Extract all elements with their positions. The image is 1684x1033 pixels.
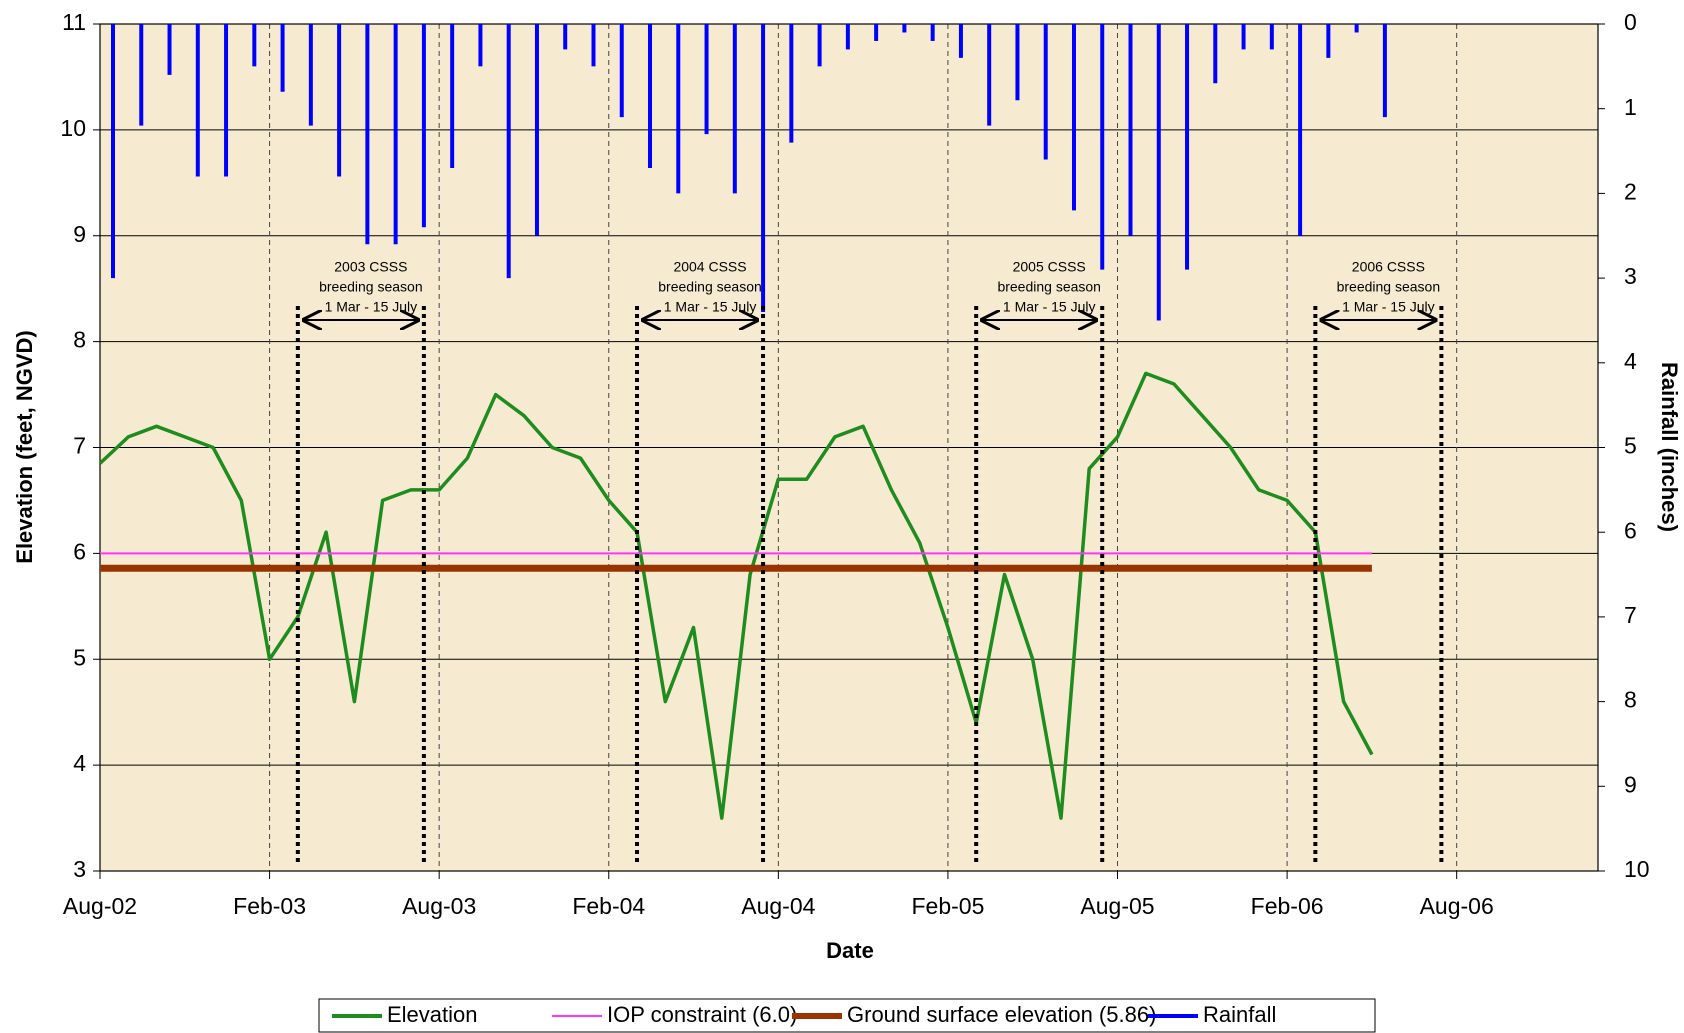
annotation-text: 1 Mar - 15 July	[1342, 299, 1435, 315]
y-tick-label: 11	[62, 9, 86, 35]
series-line	[98, 371, 1374, 820]
x-tick-label: Aug-04	[741, 893, 815, 919]
x-tick-label: Feb-05	[911, 893, 984, 919]
y2-tick-label: 4	[1624, 348, 1637, 374]
legend-label: IOP constraint (6.0)	[607, 1002, 797, 1027]
annotation-text: 1 Mar - 15 July	[1003, 299, 1096, 315]
x-tick-label: Aug-06	[1420, 893, 1494, 919]
annotation-text: 1 Mar - 15 July	[325, 299, 418, 315]
y2-axis-label: Rainfall (inches)	[1657, 362, 1682, 532]
legend-label: Ground surface elevation (5.86)	[847, 1002, 1156, 1027]
y2-tick-label: 8	[1624, 687, 1637, 713]
annotation-text: breeding season	[1337, 279, 1441, 295]
y2-tick-label: 2	[1624, 178, 1637, 204]
y2-tick-label: 9	[1624, 771, 1637, 797]
y2-tick-label: 5	[1624, 433, 1637, 459]
y-tick-label: 10	[60, 115, 86, 141]
y2-tick-label: 3	[1624, 263, 1637, 289]
y-tick-label: 9	[73, 221, 86, 247]
x-tick-label: Feb-04	[572, 893, 645, 919]
y2-tick-label: 10	[1624, 856, 1650, 882]
legend-label: Elevation	[387, 1002, 478, 1027]
legend-label: Rainfall	[1203, 1002, 1276, 1027]
x-tick-label: Aug-05	[1080, 893, 1154, 919]
legend-box	[318, 998, 1376, 1033]
x-axis-label: Date	[826, 938, 874, 963]
x-tick-label: Feb-03	[233, 893, 306, 919]
x-tick-label: Feb-06	[1251, 893, 1324, 919]
annotation-text: breeding season	[658, 279, 762, 295]
annotation-text: 1 Mar - 15 July	[664, 299, 757, 315]
annotation-text: breeding season	[997, 279, 1101, 295]
y2-tick-label: 6	[1624, 517, 1637, 543]
annotation-text: 2006 CSSS	[1352, 259, 1425, 275]
x-tick-label: Aug-03	[402, 893, 476, 919]
y-axis-label: Elevation (feet, NGVD)	[12, 330, 37, 563]
y-tick-label: 3	[73, 856, 86, 882]
y-tick-label: 7	[73, 433, 86, 459]
annotation-text: 2004 CSSS	[673, 259, 746, 275]
annotation-text: 2003 CSSS	[334, 259, 407, 275]
y2-tick-label: 1	[1624, 94, 1637, 120]
y-tick-label: 8	[73, 327, 86, 353]
y-tick-label: 4	[73, 750, 86, 776]
annotation-text: breeding season	[319, 279, 423, 295]
y-tick-label: 5	[73, 644, 86, 670]
y2-tick-label: 0	[1624, 9, 1637, 35]
y2-tick-label: 7	[1624, 602, 1637, 628]
legend: Elevation IOP constraint (6.0) Ground surf…	[318, 998, 1376, 1033]
y-tick-label: 6	[73, 538, 86, 564]
annotation-text: 2005 CSSS	[1013, 259, 1086, 275]
x-tick-label: Aug-02	[63, 893, 137, 919]
